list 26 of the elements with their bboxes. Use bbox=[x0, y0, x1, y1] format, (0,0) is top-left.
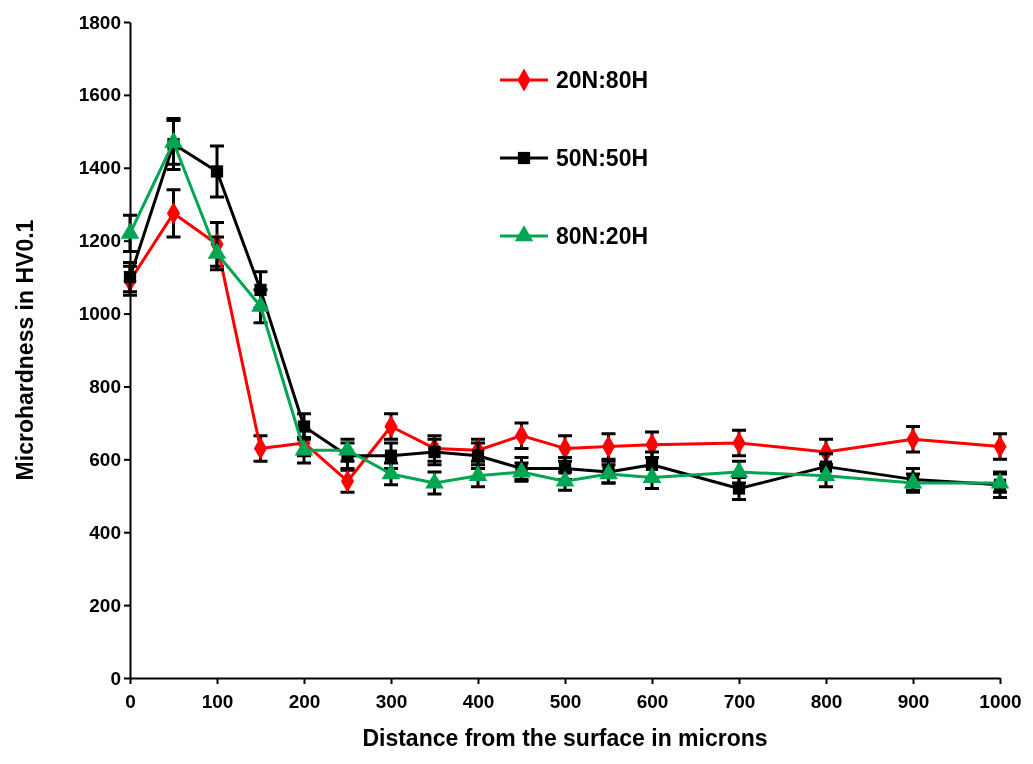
y-tick-label: 600 bbox=[89, 448, 121, 470]
x-tick-label: 200 bbox=[288, 690, 321, 712]
legend-label: 50N:50H bbox=[556, 145, 649, 172]
y-tick-label: 200 bbox=[89, 594, 121, 616]
x-tick-label: 0 bbox=[125, 690, 136, 712]
x-tick-label: 100 bbox=[201, 690, 234, 712]
x-axis-title: Distance from the surface in microns bbox=[362, 725, 768, 751]
y-tick-label: 0 bbox=[110, 667, 121, 689]
x-tick-label: 500 bbox=[549, 690, 582, 712]
y-tick-label: 1200 bbox=[78, 230, 121, 252]
y-tick-label: 1600 bbox=[78, 84, 121, 106]
x-tick-label: 700 bbox=[723, 690, 756, 712]
y-tick-label: 1800 bbox=[78, 11, 121, 33]
y-tick-label: 400 bbox=[89, 521, 121, 543]
y-axis-title: Microhardness in HV0.1 bbox=[12, 219, 38, 481]
legend-label: 80N:20H bbox=[556, 223, 649, 250]
x-tick-label: 900 bbox=[897, 690, 930, 712]
y-tick-label: 1400 bbox=[78, 157, 121, 179]
x-tick-label: 600 bbox=[636, 690, 669, 712]
x-tick-label: 300 bbox=[375, 690, 408, 712]
x-tick-label: 800 bbox=[810, 690, 843, 712]
x-tick-label: 400 bbox=[462, 690, 495, 712]
y-tick-label: 1000 bbox=[78, 303, 121, 325]
x-tick-label: 1000 bbox=[979, 690, 1022, 712]
legend-label: 20N:80H bbox=[556, 67, 649, 94]
y-tick-label: 800 bbox=[89, 376, 121, 398]
